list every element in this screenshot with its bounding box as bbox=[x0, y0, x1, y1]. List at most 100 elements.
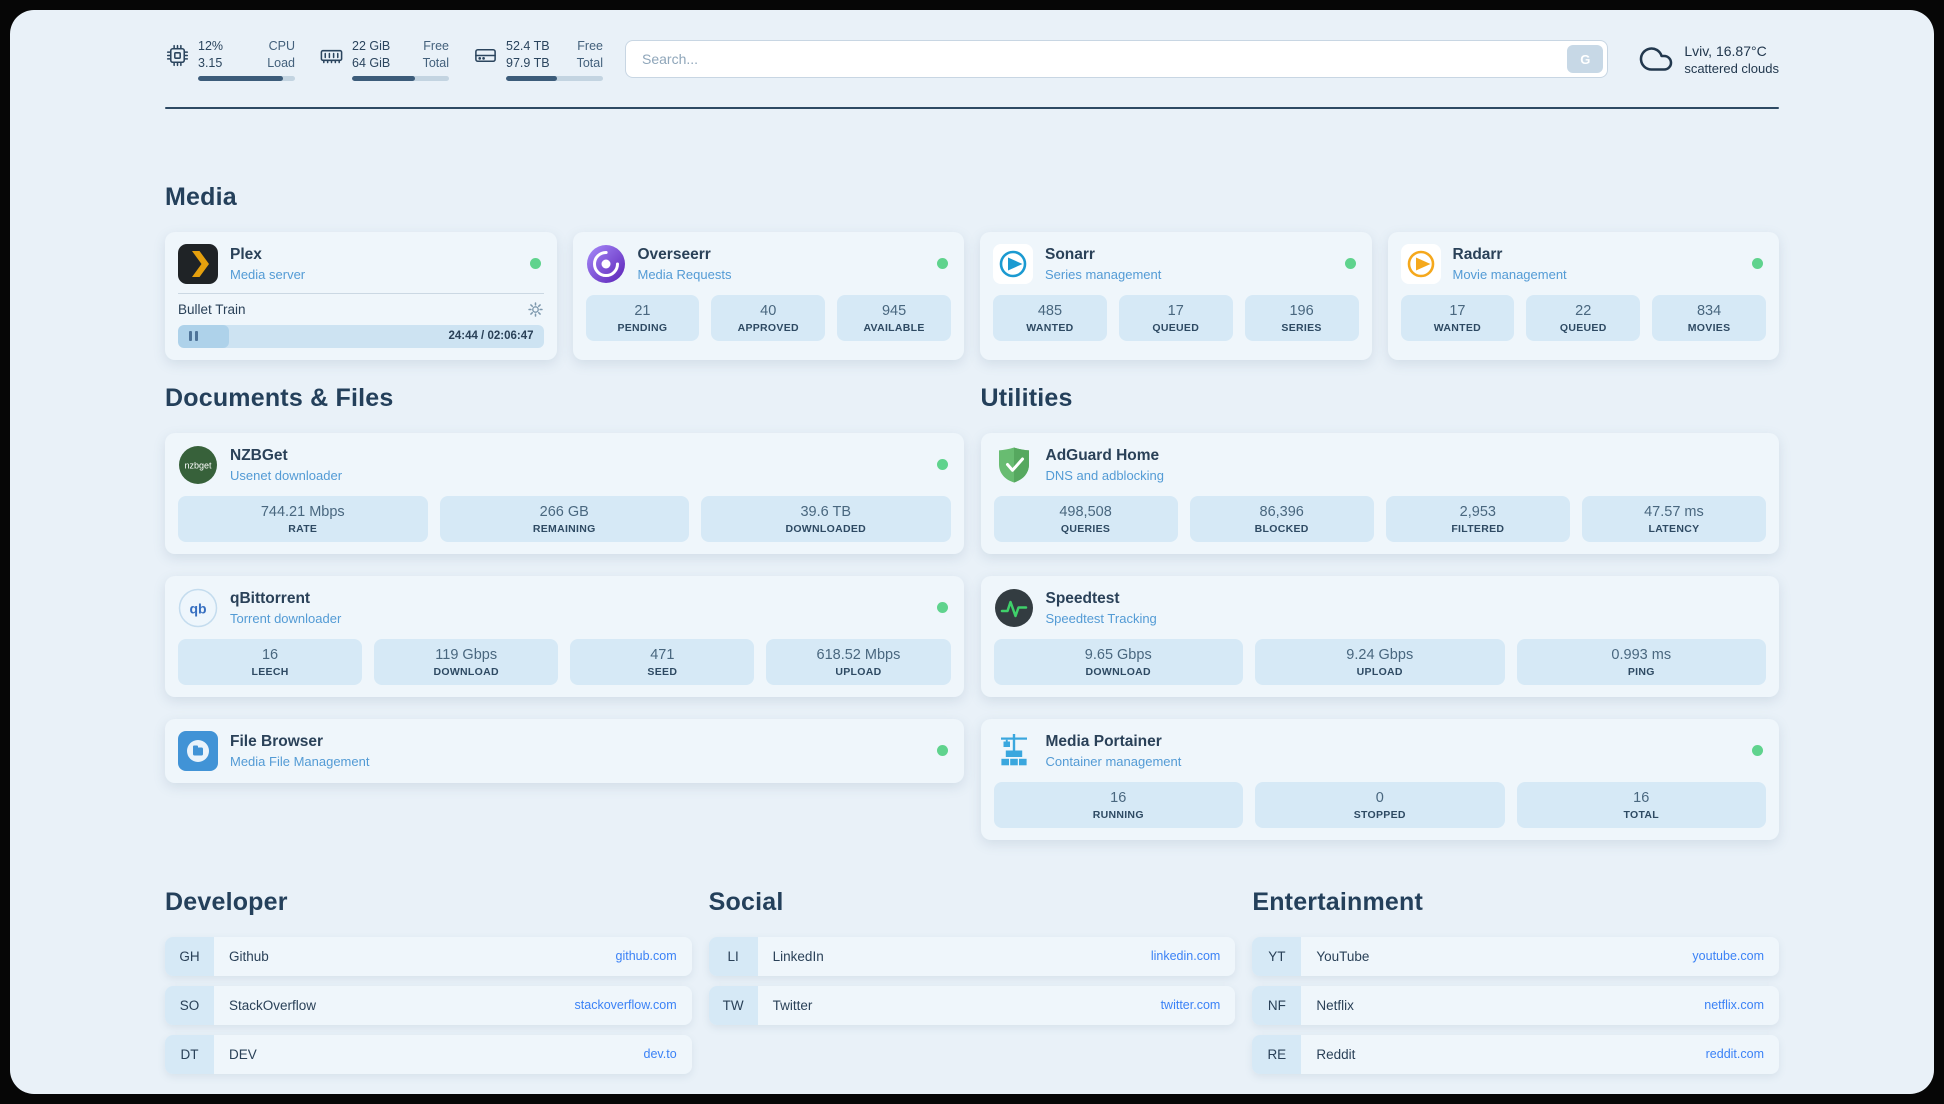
status-dot bbox=[529, 258, 541, 270]
service-link-adguard[interactable]: AdGuard Home DNS and adblocking bbox=[994, 445, 1767, 485]
service-name: AdGuard Home bbox=[1045, 446, 1160, 464]
stat-download: 9.65 Gbps DOWNLOAD bbox=[993, 638, 1243, 685]
bookmark-url: youtube.com bbox=[1692, 949, 1764, 964]
service-subtitle: Torrent downloader bbox=[230, 610, 342, 626]
bookmark-reddit[interactable]: RE Reddit reddit.com bbox=[1252, 1034, 1779, 1074]
gear-icon[interactable] bbox=[527, 301, 544, 318]
service-stats: 16 RUNNING 0 STOPPED 16 TOTAL bbox=[993, 781, 1766, 828]
status-dot bbox=[1344, 258, 1356, 270]
service-link-speedtest[interactable]: Speedtest Speedtest Tracking bbox=[994, 588, 1767, 628]
stat-value: 17 bbox=[1167, 302, 1184, 319]
stat-download: 119 Gbps DOWNLOAD bbox=[374, 638, 559, 685]
stat-value: 39.6 TB bbox=[800, 503, 852, 520]
cpu-progress-bar bbox=[198, 75, 295, 81]
stat-value: 119 Gbps bbox=[435, 646, 498, 663]
stat-latency: 47.57 ms LATENCY bbox=[1581, 495, 1766, 542]
stat-remaining: 266 GB REMAINING bbox=[439, 495, 689, 542]
bookmark-stackoverflow[interactable]: SO StackOverflow stackoverflow.com bbox=[165, 985, 692, 1025]
bookmark-abbr: YT bbox=[1252, 936, 1302, 976]
bookmark-abbr: GH bbox=[165, 936, 214, 976]
stat-label: WANTED bbox=[1026, 321, 1074, 334]
bookmark-url: dev.to bbox=[643, 1047, 677, 1062]
stat-label: PENDING bbox=[617, 321, 668, 334]
search-provider-button[interactable]: G bbox=[1567, 45, 1604, 74]
speedtest-icon bbox=[994, 588, 1034, 628]
stat-downloaded: 39.6 TB DOWNLOADED bbox=[701, 495, 951, 542]
bookmark-github[interactable]: GH Github github.com bbox=[165, 936, 692, 976]
service-name: NZBGet bbox=[230, 446, 288, 464]
service-subtitle: Media Requests bbox=[637, 266, 732, 282]
pause-icon[interactable] bbox=[189, 331, 198, 342]
bookmark-twitter[interactable]: TW Twitter twitter.com bbox=[708, 985, 1236, 1025]
search-input[interactable] bbox=[625, 40, 1609, 79]
service-link-radarr[interactable]: Radarr Movie management bbox=[1400, 243, 1767, 284]
service-titles: Radarr Movie management bbox=[1453, 246, 1741, 282]
service-titles: Sonarr Series management bbox=[1045, 246, 1333, 282]
bookmark-abbr: DT bbox=[165, 1034, 214, 1074]
stat-value: 21 bbox=[634, 302, 651, 319]
status-dot bbox=[1752, 745, 1763, 757]
stat-ping: 0.993 ms PING bbox=[1516, 638, 1766, 685]
stat-value: 16 bbox=[261, 646, 279, 663]
playback-progress-fill bbox=[178, 324, 230, 348]
bookmark-group-social: Social LI LinkedIn linkedin.com TW Twitt… bbox=[708, 887, 1236, 1074]
status-dot bbox=[936, 602, 948, 614]
bookmark-name: Twitter bbox=[772, 997, 813, 1013]
top-bar: 12% CPU 3.15 Load bbox=[165, 38, 1779, 81]
stat-value: 17 bbox=[1449, 302, 1466, 319]
stat-label: BLOCKED bbox=[1254, 522, 1309, 535]
service-titles: qBittorrent Torrent downloader bbox=[230, 590, 925, 626]
bookmark-name: Netflix bbox=[1316, 997, 1354, 1013]
stat-label: DOWNLOAD bbox=[1085, 665, 1151, 678]
playback-progress-bar[interactable]: 24:44 / 02:06:47 bbox=[178, 324, 544, 348]
service-link-overseerr[interactable]: Overseerr Media Requests bbox=[586, 244, 952, 284]
stat-pending: 21 PENDING bbox=[585, 294, 700, 341]
service-link-nzbget[interactable]: nzbget NZBGet Usenet downloader bbox=[178, 445, 951, 485]
overseerr-icon bbox=[586, 244, 626, 284]
stat-wanted: 485 WANTED bbox=[993, 294, 1107, 341]
service-link-portainer[interactable]: Media Portainer Container management bbox=[994, 731, 1767, 771]
section-title-social: Social bbox=[708, 887, 784, 916]
service-titles: File Browser Media File Management bbox=[230, 733, 925, 769]
bookmark-url: github.com bbox=[615, 949, 677, 964]
cpu-usage-value: 12% bbox=[198, 39, 224, 53]
service-name: Media Portainer bbox=[1045, 732, 1162, 750]
stat-value: 196 bbox=[1289, 302, 1314, 319]
service-card-overseerr: Overseerr Media Requests 21 PENDING 40 A… bbox=[572, 231, 964, 360]
service-link-plex[interactable]: Plex Media server bbox=[178, 243, 544, 284]
weather-condition: scattered clouds bbox=[1684, 60, 1779, 76]
bookmark-linkedin[interactable]: LI LinkedIn linkedin.com bbox=[708, 936, 1236, 976]
radarr-icon bbox=[1400, 243, 1441, 284]
bookmark-name: StackOverflow bbox=[229, 997, 317, 1013]
bookmark-youtube[interactable]: YT YouTube youtube.com bbox=[1252, 936, 1779, 976]
stat-value: 40 bbox=[760, 302, 777, 319]
service-link-qbittorrent[interactable]: qb qBittorrent Torrent downloader bbox=[178, 588, 951, 628]
bookmark-url: twitter.com bbox=[1160, 998, 1221, 1013]
service-name: Plex bbox=[230, 245, 262, 263]
playback-time: 24:44 / 02:06:47 bbox=[448, 330, 534, 343]
service-link-sonarr[interactable]: Sonarr Series management bbox=[993, 243, 1359, 284]
bookmark-dev[interactable]: DT DEV dev.to bbox=[165, 1034, 692, 1074]
search-bar: G bbox=[625, 40, 1609, 79]
stat-queries: 498,508 QUERIES bbox=[993, 495, 1178, 542]
stat-label: APPROVED bbox=[737, 321, 799, 334]
stat-value: 266 GB bbox=[539, 503, 589, 520]
stat-upload: 618.52 Mbps UPLOAD bbox=[766, 638, 951, 685]
stat-label: LATENCY bbox=[1648, 522, 1700, 535]
bookmark-netflix[interactable]: NF Netflix netflix.com bbox=[1252, 985, 1779, 1025]
bookmark-url: linkedin.com bbox=[1150, 949, 1221, 964]
stat-queued: 17 QUEUED bbox=[1118, 294, 1233, 341]
service-name: Speedtest bbox=[1045, 589, 1120, 607]
memory-free-label: Free bbox=[423, 39, 449, 53]
service-stats: 9.65 Gbps DOWNLOAD 9.24 Gbps UPLOAD 0.99… bbox=[993, 638, 1766, 685]
plex-icon bbox=[178, 243, 218, 284]
service-card-nzbget: nzbget NZBGet Usenet downloader 744.21 M… bbox=[165, 432, 964, 554]
stat-label: RUNNING bbox=[1092, 808, 1144, 821]
stat-approved: 40 APPROVED bbox=[711, 294, 826, 341]
service-titles: Overseerr Media Requests bbox=[638, 246, 926, 282]
service-link-filebrowser[interactable]: File Browser Media File Management bbox=[178, 730, 951, 771]
stat-value: 471 bbox=[650, 646, 675, 663]
service-card-filebrowser: File Browser Media File Management bbox=[165, 718, 964, 783]
stat-value: 2,953 bbox=[1459, 503, 1496, 520]
status-dot bbox=[936, 745, 948, 757]
